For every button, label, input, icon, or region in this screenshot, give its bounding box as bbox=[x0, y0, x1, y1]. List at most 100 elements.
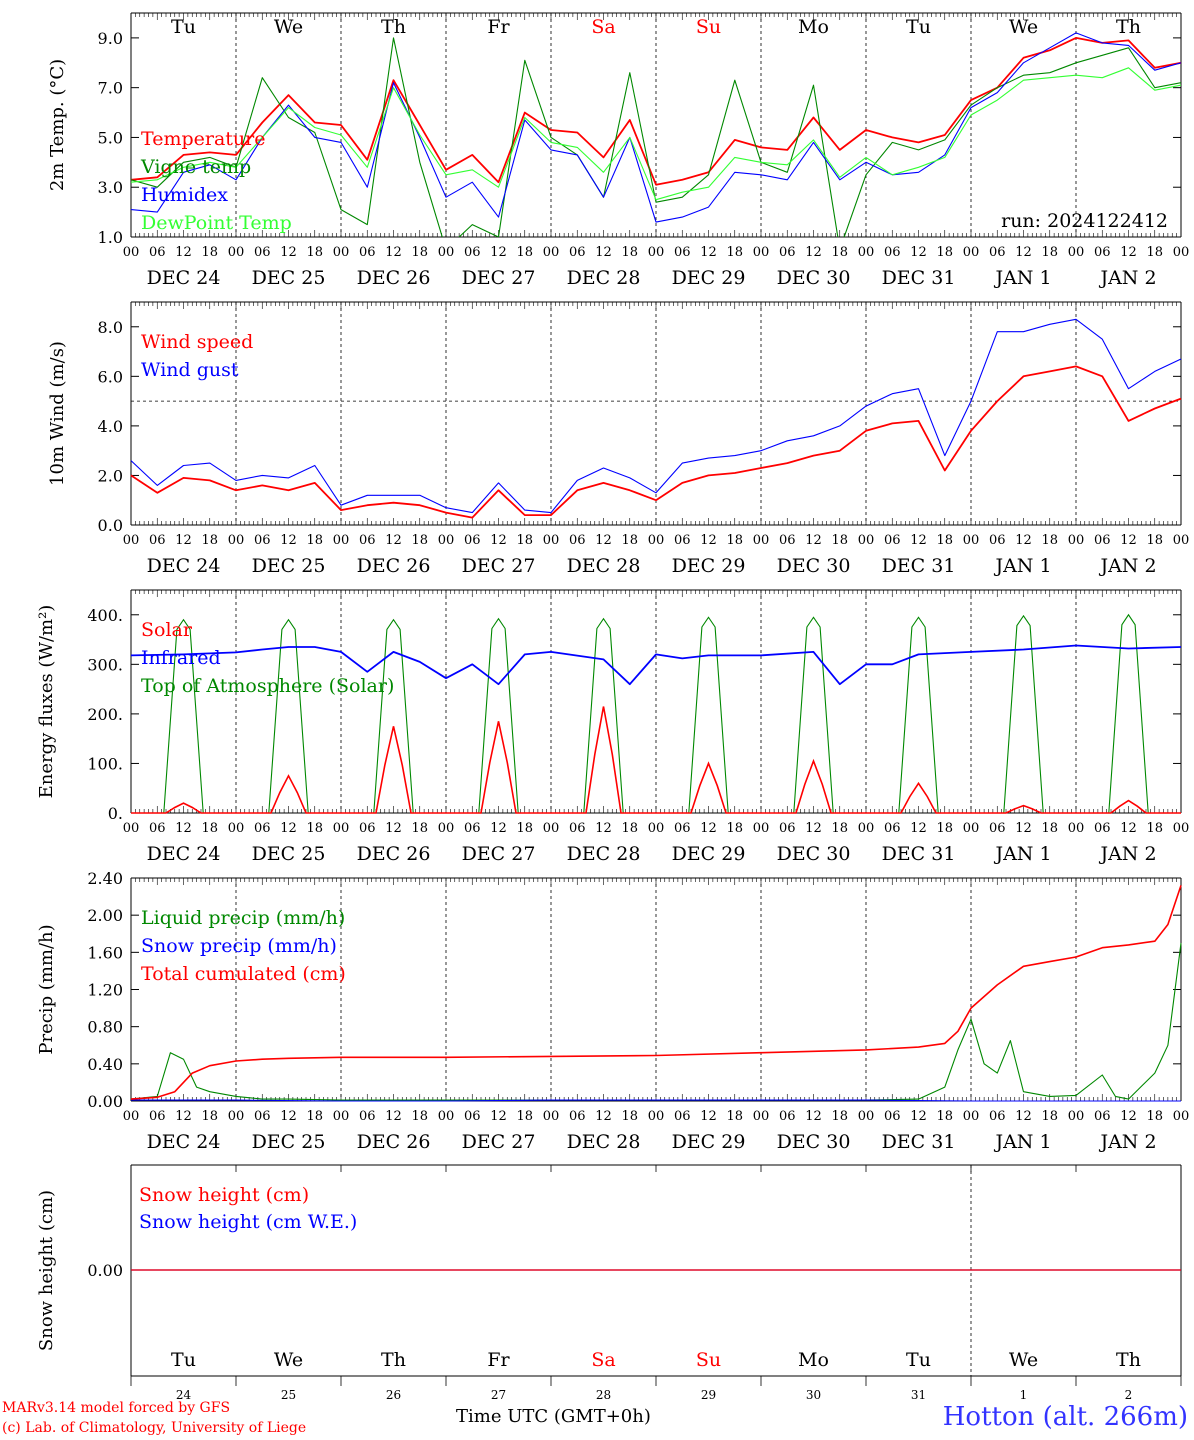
date-label: DEC 24 bbox=[147, 555, 221, 577]
date-label: DEC 31 bbox=[882, 267, 956, 289]
hour-label: 12 bbox=[1120, 533, 1137, 548]
hour-label: 12 bbox=[385, 821, 402, 836]
hour-label: 06 bbox=[359, 245, 376, 260]
hour-label: 12 bbox=[910, 1109, 927, 1124]
y-tick-label: 6.0 bbox=[98, 367, 123, 386]
weekday-label: Mo bbox=[798, 1349, 829, 1371]
legend-1: Snow height (cm) bbox=[139, 1184, 309, 1206]
hour-label: 00 bbox=[858, 1109, 875, 1124]
hour-label: 18 bbox=[306, 1109, 323, 1124]
toa-day-curve bbox=[761, 616, 866, 814]
toa-day-curve bbox=[656, 616, 761, 814]
weekday-label: Fr bbox=[487, 1349, 510, 1371]
hour-label: 12 bbox=[1015, 821, 1032, 836]
hour-label: 06 bbox=[149, 533, 166, 548]
hour-label: 18 bbox=[936, 245, 953, 260]
date-label: DEC 25 bbox=[252, 267, 326, 289]
weekday-label: Tu bbox=[906, 16, 931, 38]
series-dewpoint-temp bbox=[131, 67, 1181, 201]
hour-label: 18 bbox=[726, 1109, 743, 1124]
hour-label: 06 bbox=[254, 245, 271, 260]
date-label: DEC 30 bbox=[777, 267, 851, 289]
day-number-label: 1 bbox=[1020, 1388, 1028, 1402]
weekday-label: We bbox=[1009, 16, 1038, 38]
hour-label: 00 bbox=[438, 533, 455, 548]
hour-label: 12 bbox=[175, 533, 192, 548]
hour-label: 00 bbox=[438, 1109, 455, 1124]
day-number-label: 24 bbox=[176, 1388, 192, 1402]
hour-label: 00 bbox=[228, 1109, 245, 1124]
y-tick-label: 7.0 bbox=[98, 79, 123, 98]
date-label: DEC 28 bbox=[567, 843, 641, 865]
legend-3: Total cumulated (cm) bbox=[141, 963, 346, 985]
solar-day-curve bbox=[971, 804, 1076, 814]
solar-day-curve bbox=[551, 706, 656, 814]
hour-label: 18 bbox=[726, 821, 743, 836]
date-label: DEC 25 bbox=[252, 843, 326, 865]
day-number-label: 2 bbox=[1125, 1388, 1133, 1402]
series-snow-precip-mm-h- bbox=[131, 1099, 1181, 1102]
hour-label: 00 bbox=[228, 245, 245, 260]
weekday-label: Sa bbox=[591, 16, 615, 38]
hour-label: 06 bbox=[464, 533, 481, 548]
date-label: DEC 26 bbox=[357, 555, 431, 577]
solar-day-curve bbox=[446, 721, 551, 814]
hour-label: 18 bbox=[516, 245, 533, 260]
hour-label: 18 bbox=[621, 533, 638, 548]
y-tick-label: 100. bbox=[87, 754, 123, 773]
weekday-label: We bbox=[274, 1349, 303, 1371]
hour-label: 06 bbox=[569, 1109, 586, 1124]
toa-day-curve bbox=[1076, 613, 1181, 814]
solar-day-curve bbox=[341, 726, 446, 814]
hour-label: 18 bbox=[411, 1109, 428, 1124]
hour-label: 12 bbox=[595, 245, 612, 260]
date-label: DEC 24 bbox=[147, 1131, 221, 1153]
y-tick-label: 5.0 bbox=[98, 128, 123, 147]
date-label: DEC 29 bbox=[672, 555, 746, 577]
y-tick-label: 3.0 bbox=[98, 178, 123, 197]
date-label: JAN 2 bbox=[1098, 267, 1156, 289]
hour-label: 18 bbox=[936, 1109, 953, 1124]
y-tick-label: 0.00 bbox=[87, 1092, 123, 1111]
weekday-label: We bbox=[274, 16, 303, 38]
hour-label: 12 bbox=[805, 533, 822, 548]
date-label: JAN 2 bbox=[1098, 555, 1156, 577]
hour-label: 12 bbox=[280, 1109, 297, 1124]
weekday-label: We bbox=[1009, 1349, 1038, 1371]
weekday-label: Tu bbox=[906, 1349, 931, 1371]
hour-label: 00 bbox=[1068, 533, 1085, 548]
day-number-label: 29 bbox=[701, 1388, 716, 1402]
hour-label: 00 bbox=[963, 245, 980, 260]
y-axis-title: Energy fluxes (W/m²) bbox=[36, 605, 57, 799]
date-label: JAN 1 bbox=[993, 843, 1051, 865]
hour-label: 06 bbox=[149, 1109, 166, 1124]
hour-label: 00 bbox=[648, 533, 665, 548]
y-axis-title: Precip (mm/h) bbox=[36, 924, 57, 1054]
hour-label: 06 bbox=[359, 1109, 376, 1124]
hour-label: 06 bbox=[884, 821, 901, 836]
hour-label: 12 bbox=[280, 245, 297, 260]
y-tick-label: 2.0 bbox=[98, 466, 123, 485]
hour-label: 18 bbox=[1146, 245, 1163, 260]
hour-label: 12 bbox=[1015, 245, 1032, 260]
hour-label: 12 bbox=[1120, 1109, 1137, 1124]
hour-label: 06 bbox=[884, 1109, 901, 1124]
date-label: DEC 28 bbox=[567, 1131, 641, 1153]
hour-label: 00 bbox=[963, 533, 980, 548]
temp-series-group bbox=[131, 32, 1181, 237]
series-total-cumulated-cm- bbox=[130, 885, 1182, 1100]
hour-label: 06 bbox=[989, 245, 1006, 260]
hour-label: 18 bbox=[516, 533, 533, 548]
date-label: DEC 30 bbox=[777, 555, 851, 577]
weekday-label: Tu bbox=[171, 16, 196, 38]
hour-label: 12 bbox=[700, 821, 717, 836]
hour-label: 06 bbox=[359, 821, 376, 836]
hour-label: 12 bbox=[175, 245, 192, 260]
y-tick-label: 8.0 bbox=[98, 318, 123, 337]
y-axis-title: Snow height (cm) bbox=[36, 1190, 57, 1351]
date-label: DEC 31 bbox=[882, 843, 956, 865]
hour-label: 18 bbox=[831, 533, 848, 548]
hour-label: 18 bbox=[201, 533, 218, 548]
day-number-label: 26 bbox=[386, 1388, 401, 1402]
hour-label: 12 bbox=[700, 1109, 717, 1124]
